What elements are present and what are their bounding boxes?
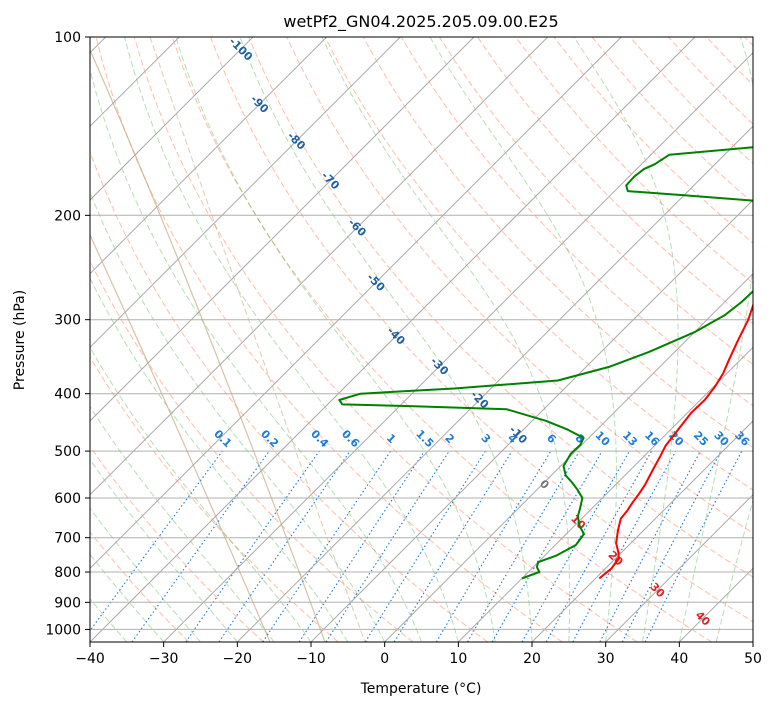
x-tick-label: −30 [149, 651, 179, 667]
x-tick-label: 30 [597, 651, 615, 667]
moist-adiabat [90, 67, 422, 642]
y-axis: 100 200 300 400 500 600 700 800 900 1000 [45, 30, 90, 638]
x-tick-label: 20 [523, 651, 541, 667]
moist-adiabat [573, 37, 679, 642]
temperature-line [598, 302, 753, 580]
chart-title: wetPf2_GN04.2025.205.09.00.E25 [283, 12, 558, 32]
mixing-ratio-line [393, 450, 513, 642]
dry-adiabat [438, 37, 753, 366]
y-axis-label: Pressure (hPa) [12, 290, 28, 390]
dry-adiabat [133, 37, 638, 642]
dry-adiabat [171, 37, 712, 642]
isotherm-line [310, 199, 753, 642]
mixing-ratio-line [218, 450, 351, 642]
x-axis-label: Temperature (°C) [360, 681, 482, 697]
y-tick-label: 300 [54, 313, 81, 329]
moist-adiabat [90, 553, 165, 642]
mixing-ratio-line [298, 450, 425, 642]
mixing-ratio-line [545, 450, 653, 642]
plot-frame [89, 36, 754, 643]
x-tick-label: −20 [223, 651, 253, 667]
moist-adiabat [90, 458, 238, 642]
isotherm-line [457, 346, 753, 642]
mixing-ratio-line [521, 450, 630, 642]
moist-adiabat [90, 190, 386, 642]
dry-adiabat [90, 445, 264, 642]
x-tick-label: 10 [449, 651, 467, 667]
moist-adiabat [239, 37, 533, 642]
y-tick-label: 200 [54, 208, 81, 224]
y-tick-label: 1000 [45, 622, 81, 638]
mixing-ratio-line [131, 450, 270, 642]
x-tick-label: −10 [296, 651, 326, 667]
moist-adiabat [321, 37, 571, 642]
isotherm-line [90, 37, 696, 642]
y-tick-label: 800 [54, 565, 81, 581]
moist-adiabat [429, 37, 617, 642]
y-tick-label: 600 [54, 491, 81, 507]
isotherm-line [90, 37, 328, 275]
dry-adiabat [248, 37, 753, 578]
mixing-ratio-line [325, 450, 450, 642]
dry-adiabat [515, 37, 753, 284]
dry-adiabat [210, 37, 753, 623]
isotherm-line [163, 51, 753, 642]
y-tick-label: 500 [54, 444, 81, 460]
mixing-ratio-line [262, 450, 392, 642]
isotherm-line [531, 420, 753, 642]
mixing-ratio-line [185, 450, 320, 642]
moist-adiabat [90, 507, 201, 642]
y-tick-label: 700 [54, 531, 81, 547]
dry-adiabat [95, 37, 563, 642]
y-tick-label: 100 [54, 30, 81, 46]
moist-adiabat [175, 37, 496, 642]
isotherm-line [90, 37, 401, 349]
dry-adiabat [90, 531, 190, 642]
x-tick-label: 50 [744, 651, 762, 667]
dry-adiabat [90, 356, 339, 642]
isotherm-line [90, 37, 622, 570]
x-tick-label: 40 [670, 651, 688, 667]
moist-adiabat [124, 37, 459, 642]
isotherm-line [605, 493, 753, 642]
isotherm-line [236, 125, 753, 642]
isotherm-line [90, 37, 549, 496]
series-group [338, 146, 753, 580]
dewpoint-line [338, 146, 753, 580]
background-arc [90, 49, 326, 642]
isotherm-line [384, 272, 753, 642]
y-tick-label: 400 [54, 387, 81, 403]
mixing-ratio-line [644, 450, 743, 642]
y-tick-label: 900 [54, 595, 81, 611]
background-lines [90, 37, 753, 642]
moist-adiabat [90, 597, 128, 642]
mixing-ratio-line [90, 450, 223, 632]
moist-adiabat [678, 37, 753, 642]
moist-adiabat [90, 277, 349, 642]
isotherm-line [90, 37, 254, 201]
x-tick-label: 0 [380, 651, 389, 667]
background-arc [90, 234, 271, 642]
dry-adiabat [400, 37, 753, 407]
x-axis: −40 −30 −20 −10 0 10 20 30 40 50 [75, 642, 762, 667]
isotherm-line [90, 37, 475, 422]
x-tick-label: −40 [75, 651, 105, 667]
